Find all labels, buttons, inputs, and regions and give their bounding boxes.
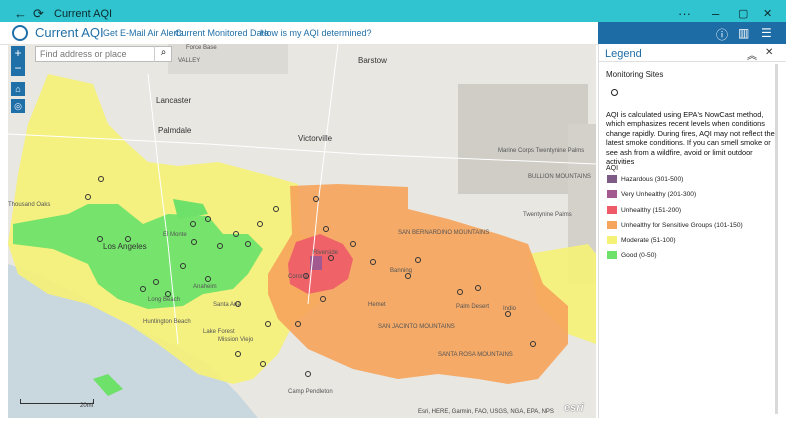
app-header: Current AQI Get E-Mail Air Alerts Curren… (0, 22, 598, 45)
refresh-icon[interactable]: ⟳ (33, 6, 44, 21)
label-valley: VALLEY (178, 58, 201, 64)
search-icon[interactable]: ⌕ (154, 46, 172, 62)
monitoring-site-symbol-icon (611, 89, 618, 96)
label-camp-pendleton: Camp Pendleton (288, 389, 333, 395)
zoom-out-button[interactable]: − (14, 61, 22, 75)
legend-swatch (607, 221, 617, 229)
label-bullion-mountains: BULLION MOUNTAINS (528, 174, 591, 180)
label-palmdale: Palmdale (158, 126, 192, 135)
legend-item-unhealthy: Unhealthy (151-200) (607, 206, 681, 217)
info-icon[interactable]: ⓘ (716, 28, 729, 42)
map-attribution: Esri, HERE, Garmin, FAO, USGS, NGA, EPA,… (418, 409, 554, 415)
legend-item-usg: Unhealthy for Sensitive Groups (101-150) (607, 221, 743, 232)
monitoring-sites-heading: Monitoring Sites (606, 70, 664, 79)
app-logo-icon (12, 25, 28, 41)
legend-item-moderate: Moderate (51-100) (607, 236, 676, 247)
label-marine-corps: Marine Corps Twentynine Palms (498, 148, 585, 154)
restore-button[interactable]: ▢ (738, 8, 749, 20)
minimize-button[interactable]: – (712, 6, 720, 21)
label-huntington-beach: Huntington Beach (143, 319, 191, 325)
label-lake-forest: Lake Forest (203, 329, 235, 335)
esri-logo: esri (564, 402, 584, 414)
more-options-button[interactable]: ··· (678, 6, 691, 21)
legend-swatch (607, 175, 617, 183)
label-thousand-oaks: Thousand Oaks (8, 202, 51, 208)
locate-icon[interactable]: ◎ (11, 99, 25, 113)
legend-item-very-unhealthy: Very Unhealthy (201-300) (607, 190, 696, 201)
legend-item-hazardous: Hazardous (301-500) (607, 175, 683, 186)
scale-label: 20mi (80, 403, 94, 409)
window-title: Current AQI (54, 8, 113, 20)
label-corona: Corona (288, 274, 308, 280)
list-icon[interactable]: ☰ (761, 26, 772, 40)
legend-swatch (607, 190, 617, 198)
label-sb-mountains: SAN BERNARDINO MOUNTAINS (398, 230, 490, 236)
monitored-data-link[interactable]: Current Monitored Data (175, 28, 270, 38)
label-banning: Banning (390, 268, 413, 274)
label-barstow: Barstow (358, 56, 387, 65)
label-victorville: Victorville (298, 134, 333, 143)
label-los-angeles: Los Angeles (103, 242, 147, 251)
label-force-base: Force Base (186, 45, 217, 51)
aqi-determined-link[interactable]: How is my AQI determined? (260, 28, 372, 38)
legend-title: Legend (605, 48, 642, 60)
label-riverside: Riverside (313, 250, 339, 256)
zoom-control: + − (11, 46, 25, 76)
label-hemet: Hemet (368, 302, 386, 308)
close-button[interactable]: ✕ (763, 8, 773, 20)
aqi-description: AQI is calculated using EPA's NowCast me… (606, 110, 775, 167)
home-icon[interactable]: ⌂ (11, 82, 25, 96)
email-alerts-link[interactable]: Get E-Mail Air Alerts (103, 28, 184, 38)
legend-swatch (607, 236, 617, 244)
map-view[interactable]: Lancaster Palmdale Victorville Barstow L… (8, 44, 596, 418)
book-icon[interactable]: ▥ (738, 26, 750, 40)
search-input[interactable]: Find address or place (35, 46, 172, 62)
right-toolbar: ⓘ ▥ ☰ (598, 22, 786, 44)
label-santa-ana: Santa Ana (213, 302, 241, 308)
scale-bar (20, 399, 94, 404)
bottom-bar (0, 418, 786, 441)
app-title: Current AQI (35, 25, 104, 40)
back-arrow-icon[interactable]: ← (14, 6, 27, 21)
label-anaheim: Anaheim (193, 284, 217, 290)
label-mission-viejo: Mission Viejo (218, 337, 254, 343)
label-twentynine-palms: Twentynine Palms (523, 212, 572, 218)
close-icon[interactable]: ✕ (765, 47, 774, 58)
legend-scrollbar[interactable] (775, 64, 778, 414)
label-el-monte: El Monte (163, 232, 187, 238)
legend-item-good: Good (0-50) (607, 251, 657, 262)
legend-swatch (607, 251, 617, 259)
chevron-up-icon[interactable]: ︽ (747, 51, 757, 62)
legend-swatch (607, 206, 617, 214)
label-sr-mountains: SANTA ROSA MOUNTAINS (438, 352, 513, 358)
label-long-beach: Long Beach (148, 297, 181, 303)
legend-panel: Legend ︽ ✕ Monitoring Sites AQI is calcu… (598, 44, 786, 418)
label-sj-mountains: SAN JACINTO MOUNTAINS (378, 324, 455, 330)
aqi-label: AQI (606, 165, 619, 172)
label-indio: Indio (503, 306, 517, 312)
map-canvas (8, 44, 596, 418)
legend-divider (599, 61, 786, 62)
label-palm-desert: Palm Desert (456, 304, 490, 310)
zoom-in-button[interactable]: + (14, 46, 22, 60)
label-lancaster: Lancaster (156, 96, 192, 105)
